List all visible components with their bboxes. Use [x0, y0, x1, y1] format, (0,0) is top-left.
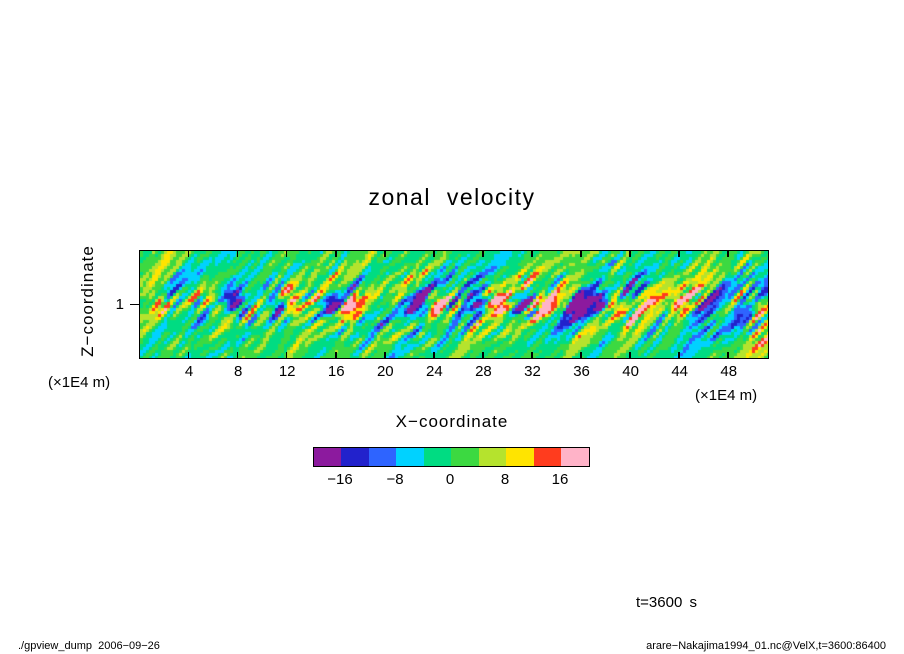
- colorbar-segment: [341, 447, 369, 466]
- x-tick-mark: [285, 250, 288, 257]
- colorbar-tick-label: 0: [445, 471, 455, 488]
- colorbar-segment: [533, 447, 561, 466]
- colorbar-segment: [506, 447, 534, 466]
- heatmap-canvas: [139, 250, 768, 358]
- x-tick-label: 24: [426, 363, 443, 380]
- x-tick-label: 28: [475, 363, 492, 380]
- x-tick-label: 4: [184, 363, 194, 380]
- x-tick-mark: [678, 351, 680, 358]
- x-tick-mark: [187, 250, 190, 257]
- x-axis-label: X−coordinate: [395, 412, 509, 431]
- x-tick-mark: [629, 351, 631, 358]
- x-tick-mark: [531, 351, 533, 358]
- x-tick-label: 48: [720, 363, 738, 380]
- x-tick-mark: [285, 351, 288, 358]
- y-axis-label: Z−coordinate: [78, 245, 97, 357]
- colorbar-segment: [561, 447, 589, 466]
- colorbar-tick-label: −8: [386, 471, 404, 488]
- x-tick-mark: [236, 351, 239, 358]
- x-tick-mark: [236, 250, 239, 257]
- x-tick-mark: [580, 351, 582, 358]
- x-tick-label: 12: [278, 363, 296, 380]
- x-tick-label: 32: [524, 363, 541, 380]
- x-tick-mark: [531, 250, 533, 257]
- x-tick-mark: [334, 351, 337, 358]
- x-tick-label: 44: [671, 363, 689, 380]
- x-tick-mark: [482, 351, 484, 358]
- y-tick-mark: [130, 303, 139, 306]
- colorbar-tick-label: 16: [551, 471, 569, 488]
- x-tick-mark: [629, 250, 631, 257]
- colorbar-segment: [396, 447, 424, 466]
- colorbar-segment: [451, 447, 479, 466]
- y-tick-label: 1: [115, 295, 124, 313]
- colorbar: [312, 446, 590, 467]
- x-tick-label: 8: [233, 363, 243, 380]
- x-tick-mark: [384, 250, 386, 257]
- x-tick-mark: [727, 250, 730, 257]
- x-tick-label: 20: [376, 363, 394, 380]
- footer-command: ./gpview_dump 2006−09−26: [18, 640, 160, 652]
- x-tick-mark: [482, 250, 484, 257]
- footer-source: arare−Nakajima1994_01.nc@VelX,t=3600:864…: [646, 640, 886, 652]
- time-annotation: t=3600 s: [636, 594, 697, 611]
- x-tick-label: 36: [573, 363, 590, 380]
- x-tick-mark: [727, 351, 730, 358]
- colorbar-tick-label: 8: [500, 471, 510, 488]
- x-tick-mark: [384, 351, 386, 358]
- x-tick-mark: [678, 250, 680, 257]
- plot-area: [138, 249, 769, 359]
- colorbar-segment: [313, 447, 341, 466]
- x-tick-mark: [433, 351, 435, 358]
- x-tick-label: 16: [327, 363, 345, 380]
- x-tick-mark: [580, 250, 582, 257]
- x-axis-units: (×1E4 m): [695, 387, 758, 404]
- chart-title: zonal velocity: [368, 184, 536, 210]
- colorbar-segment: [423, 447, 451, 466]
- x-tick-label: 40: [622, 363, 639, 380]
- colorbar-segment: [368, 447, 396, 466]
- y-axis-units: (×1E4 m): [48, 374, 111, 391]
- x-tick-mark: [334, 250, 337, 257]
- x-tick-mark: [433, 250, 435, 257]
- x-tick-mark: [187, 351, 190, 358]
- colorbar-tick-label: −16: [327, 471, 353, 488]
- colorbar-segment: [478, 447, 506, 466]
